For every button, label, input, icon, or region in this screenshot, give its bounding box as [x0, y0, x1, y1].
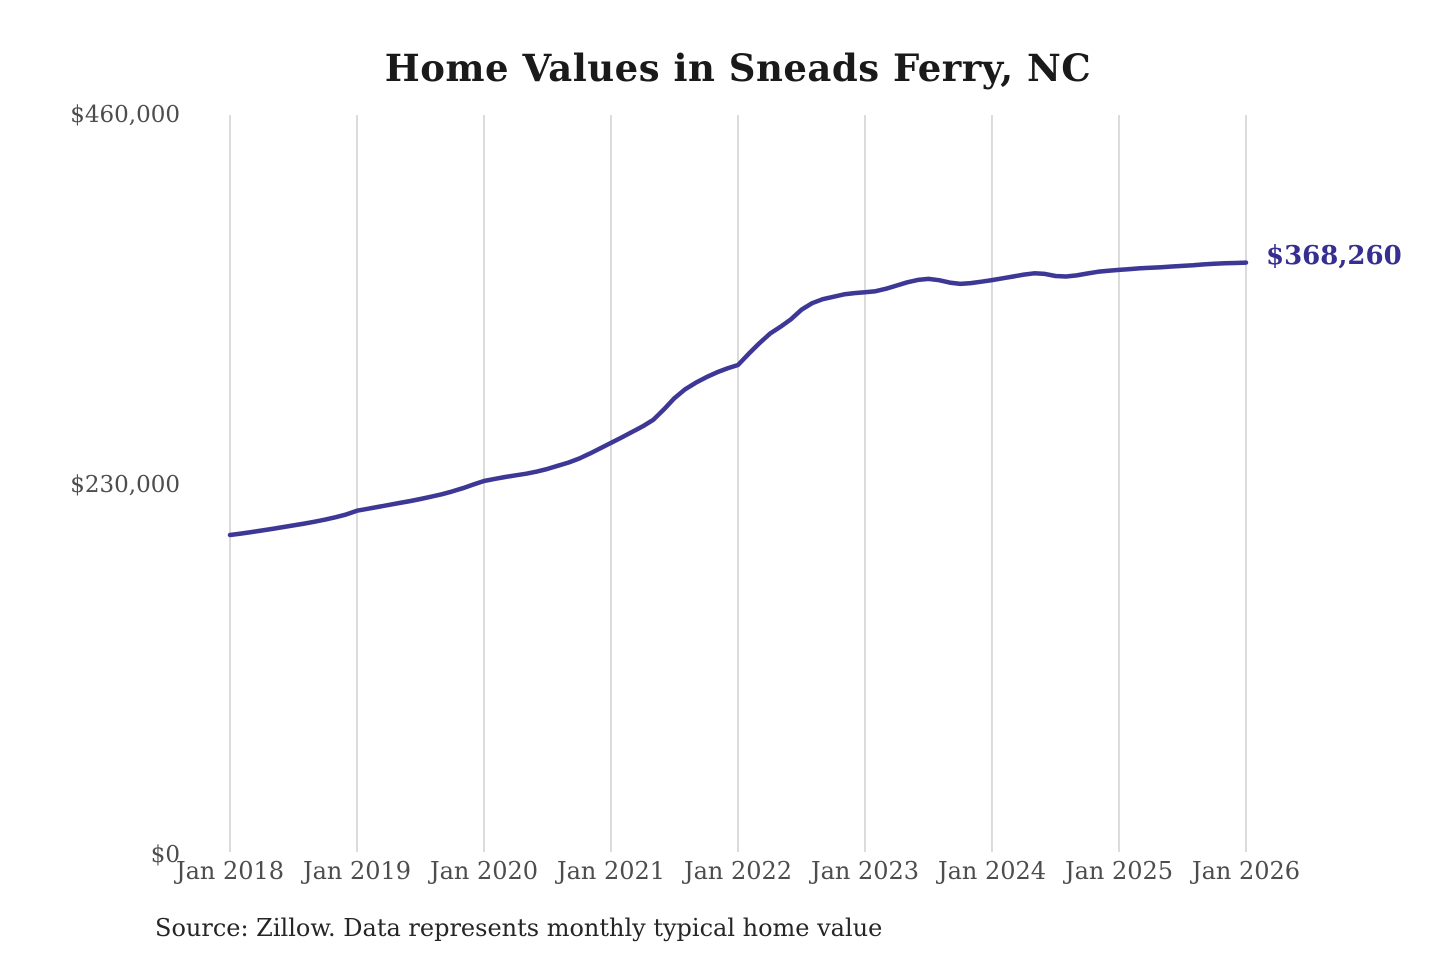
- x-tick-label: Jan 2023: [810, 857, 920, 885]
- latest-value-label: $368,260: [1266, 241, 1402, 271]
- x-tick-label: Jan 2022: [683, 857, 793, 885]
- chart-title: Home Values in Sneads Ferry, NC: [384, 46, 1092, 90]
- x-tick-label: Jan 2020: [429, 857, 539, 885]
- x-tick-label: Jan 2024: [937, 857, 1047, 885]
- x-tick-label: Jan 2021: [556, 857, 666, 885]
- x-tick-label: Jan 2026: [1191, 857, 1301, 885]
- x-tick-label: Jan 2019: [302, 857, 412, 885]
- y-tick-label: $230,000: [70, 472, 180, 498]
- y-tick-label: $0: [150, 842, 180, 868]
- x-tick-label: Jan 2025: [1064, 857, 1174, 885]
- x-tick-label: Jan 2018: [175, 857, 285, 885]
- year-gridlines: [229, 115, 1247, 852]
- source-note: Source: Zillow. Data represents monthly …: [155, 914, 883, 942]
- y-tick-label: $460,000: [70, 102, 180, 128]
- home-value-line-series: [227, 260, 1249, 538]
